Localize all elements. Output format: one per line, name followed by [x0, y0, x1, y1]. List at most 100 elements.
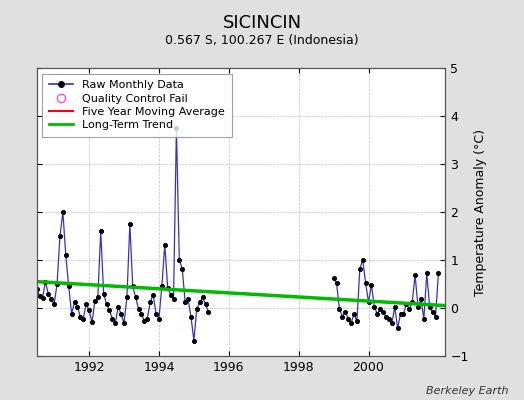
- Point: [73, 304, 82, 310]
- Point: [85, 307, 93, 314]
- Point: [163, 285, 172, 291]
- Point: [47, 296, 56, 302]
- Point: [149, 291, 157, 298]
- Point: [44, 290, 52, 297]
- Point: [425, 304, 434, 310]
- Point: [373, 310, 381, 317]
- Point: [62, 252, 70, 258]
- Point: [414, 304, 422, 310]
- Point: [152, 310, 160, 317]
- Point: [160, 242, 169, 248]
- Point: [367, 282, 376, 288]
- Point: [184, 296, 192, 302]
- Point: [24, 300, 32, 306]
- Point: [362, 280, 370, 286]
- Point: [105, 307, 114, 314]
- Point: [120, 320, 128, 326]
- Point: [100, 290, 108, 297]
- Point: [364, 299, 373, 306]
- Point: [353, 318, 361, 325]
- Point: [199, 294, 207, 301]
- Point: [376, 306, 385, 312]
- Point: [91, 298, 99, 304]
- Point: [27, 288, 35, 294]
- Point: [390, 304, 399, 310]
- Point: [128, 283, 137, 290]
- Point: [338, 314, 346, 320]
- Point: [394, 325, 402, 331]
- Point: [167, 291, 175, 298]
- Point: [102, 301, 111, 307]
- Point: [158, 283, 166, 290]
- Point: [134, 306, 143, 312]
- Point: [111, 320, 119, 326]
- Legend: Raw Monthly Data, Quality Control Fail, Five Year Moving Average, Long-Term Tren: Raw Monthly Data, Quality Control Fail, …: [42, 74, 232, 137]
- Point: [169, 296, 178, 302]
- Point: [204, 309, 213, 315]
- Point: [172, 125, 181, 131]
- Point: [344, 315, 352, 322]
- Point: [358, 257, 367, 263]
- Point: [399, 310, 408, 317]
- Point: [431, 314, 440, 320]
- Text: Berkeley Earth: Berkeley Earth: [426, 386, 508, 396]
- Point: [68, 310, 76, 317]
- Point: [195, 299, 204, 306]
- Point: [70, 299, 79, 306]
- Point: [94, 294, 102, 301]
- Point: [53, 281, 61, 287]
- Point: [123, 294, 131, 301]
- Y-axis label: Temperature Anomaly (°C): Temperature Anomaly (°C): [474, 128, 487, 296]
- Point: [18, 283, 26, 290]
- Point: [388, 320, 396, 326]
- Point: [114, 304, 123, 310]
- Point: [126, 221, 134, 227]
- Point: [79, 315, 88, 322]
- Point: [190, 338, 198, 344]
- Point: [132, 294, 140, 301]
- Point: [143, 315, 151, 322]
- Point: [38, 295, 47, 302]
- Point: [408, 299, 417, 306]
- Point: [146, 299, 155, 306]
- Point: [402, 301, 411, 307]
- Point: [140, 318, 149, 325]
- Point: [32, 286, 41, 292]
- Point: [15, 278, 24, 285]
- Point: [193, 306, 201, 312]
- Point: [201, 301, 210, 307]
- Point: [96, 228, 105, 234]
- Point: [56, 233, 64, 239]
- Point: [50, 301, 58, 307]
- Point: [76, 314, 84, 320]
- Point: [350, 310, 358, 317]
- Point: [330, 275, 338, 282]
- Point: [178, 266, 187, 272]
- Point: [137, 310, 146, 317]
- Point: [332, 280, 341, 286]
- Point: [411, 272, 419, 278]
- Point: [356, 266, 364, 272]
- Point: [417, 296, 425, 302]
- Point: [434, 270, 443, 277]
- Point: [405, 306, 413, 312]
- Point: [21, 293, 29, 299]
- Point: [181, 299, 189, 306]
- Point: [175, 257, 183, 263]
- Point: [88, 319, 96, 326]
- Point: [64, 283, 73, 290]
- Point: [379, 309, 387, 315]
- Point: [420, 315, 428, 322]
- Point: [422, 270, 431, 277]
- Point: [347, 320, 355, 326]
- Text: SICINCIN: SICINCIN: [222, 14, 302, 32]
- Point: [155, 315, 163, 322]
- Point: [341, 309, 350, 315]
- Point: [370, 304, 378, 310]
- Point: [429, 309, 437, 315]
- Point: [41, 278, 50, 285]
- Point: [335, 306, 344, 312]
- Point: [29, 283, 38, 290]
- Text: 0.567 S, 100.267 E (Indonesia): 0.567 S, 100.267 E (Indonesia): [165, 34, 359, 47]
- Point: [82, 301, 90, 307]
